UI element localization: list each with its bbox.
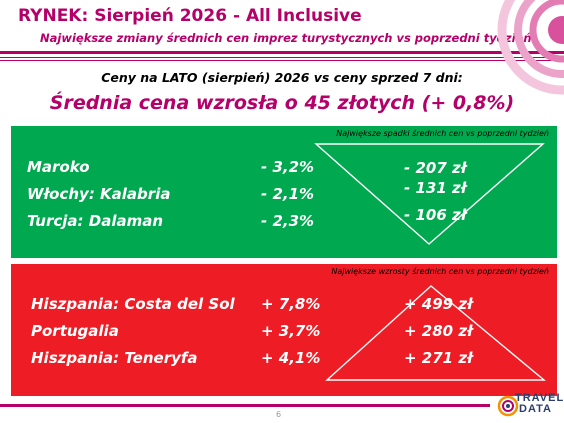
decorative-circles-icon (497, 0, 564, 95)
drop-row-amount: - 106 zł (404, 206, 467, 224)
page-number: 6 (276, 410, 282, 419)
slide-title: RYNEK: Sierpień 2026 - All Inclusive (18, 6, 362, 26)
rise-row-percent: + 3,7% (261, 322, 321, 340)
intro-text: Ceny na LATO (sierpień) 2026 vs ceny spr… (101, 70, 463, 85)
drop-row-name: Maroko (27, 158, 90, 176)
drops-note: Największe spadki średnich cen vs poprze… (336, 129, 549, 138)
drop-row-name: Włochy: Kalabria (27, 185, 171, 203)
down-triangle-icon (314, 143, 545, 245)
logo-text-travel: TRAVEL (515, 392, 564, 404)
travel-data-logo: TRAVEL DATA (497, 392, 563, 420)
rise-row-name: Hiszpania: Teneryfa (31, 349, 198, 367)
drops-panel: Największe spadki średnich cen vs poprze… (11, 126, 557, 258)
header-line (0, 51, 564, 54)
rise-row-amount: + 271 zł (404, 349, 473, 367)
drop-row-percent: - 2,3% (261, 212, 315, 230)
slide-subtitle: Największe zmiany średnich cen imprez tu… (40, 31, 532, 45)
up-triangle-icon (325, 285, 546, 381)
rise-row-percent: + 7,8% (261, 295, 321, 313)
logo-swirl-icon (497, 395, 519, 417)
rise-row-amount: + 280 zł (404, 322, 473, 340)
drop-row-percent: - 2,1% (261, 185, 315, 203)
rise-row-percent: + 4,1% (261, 349, 321, 367)
drop-row-name: Turcja: Dalaman (27, 212, 164, 230)
header-line-thin (0, 57, 564, 58)
logo-text-data: DATA (519, 403, 552, 415)
header-line-thin (0, 60, 564, 61)
headline: Średnia cena wzrosła o 45 złotych (+ 0,8… (49, 92, 515, 114)
footer-line (0, 404, 490, 407)
rise-row-name: Portugalia (31, 322, 119, 340)
rises-note: Największe wzrosty średnich cen vs poprz… (331, 267, 549, 276)
rise-row-amount: + 499 zł (404, 295, 473, 313)
rise-row-name: Hiszpania: Costa del Sol (31, 295, 235, 313)
drop-row-amount: - 207 zł (404, 159, 467, 177)
rises-panel: Największe wzrosty średnich cen vs poprz… (11, 264, 557, 396)
drop-row-percent: - 3,2% (261, 158, 315, 176)
drop-row-amount: - 131 zł (404, 179, 467, 197)
